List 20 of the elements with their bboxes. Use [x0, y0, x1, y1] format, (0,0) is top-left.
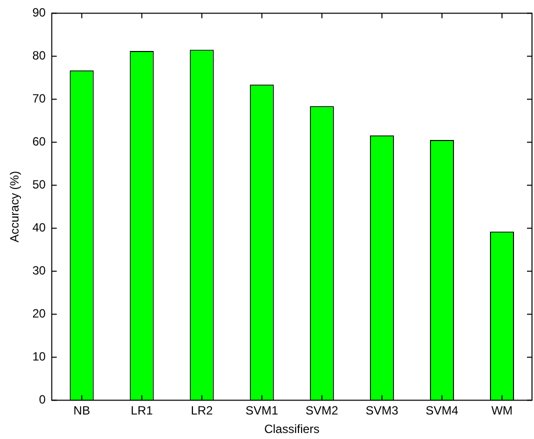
x-tick-label: WM — [491, 404, 513, 418]
y-tick-label: 90 — [32, 6, 46, 20]
y-tick-label: 30 — [32, 264, 46, 278]
y-tick-label: 70 — [32, 92, 46, 106]
x-axis-title: Classifiers — [264, 422, 320, 436]
y-tick-label: 40 — [32, 220, 46, 235]
y-tick-label: 80 — [32, 48, 46, 63]
y-tick-label: 10 — [32, 350, 46, 364]
x-tick-label: LR2 — [190, 404, 214, 418]
x-tick-label: NB — [73, 404, 90, 418]
x-tick-label: SVM4 — [426, 404, 459, 418]
y-tick-label: 20 — [32, 306, 46, 321]
y-axis-title: Accuracy (%) — [8, 171, 22, 242]
x-tick-label: LR1 — [130, 404, 154, 418]
x-tick-label: SVM2 — [306, 404, 339, 418]
y-tick-label: 60 — [32, 134, 46, 149]
y-tick-label: 0 — [39, 392, 46, 407]
x-tick-label: SVM3 — [366, 404, 399, 418]
x-tick-label: SVM1 — [246, 404, 279, 418]
y-tick-label: 50 — [32, 178, 46, 192]
